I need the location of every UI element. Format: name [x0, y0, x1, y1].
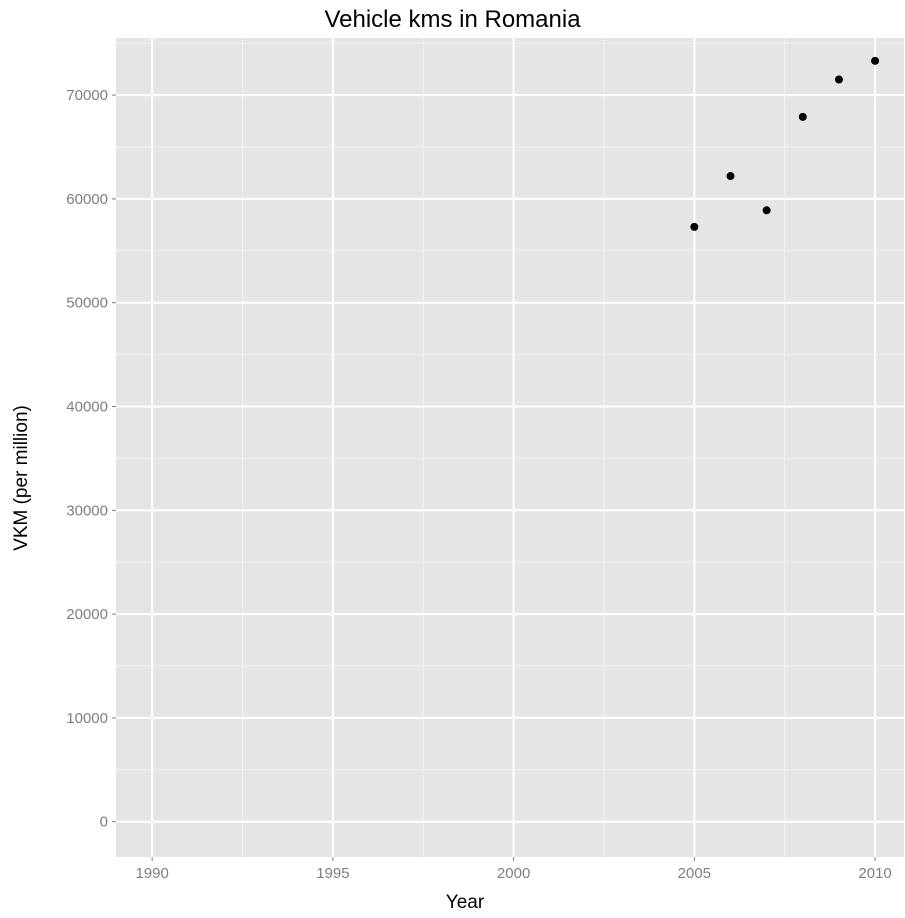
major-gridlines [116, 38, 904, 857]
y-tick-label: 20000 [66, 606, 108, 623]
x-tick-label: 2000 [497, 865, 530, 882]
x-tick-label: 1995 [316, 865, 349, 882]
y-tick-label: 10000 [66, 710, 108, 727]
chart-title: Vehicle kms in Romania [324, 6, 581, 33]
y-tick-label: 30000 [66, 502, 108, 519]
data-point [798, 112, 807, 121]
y-tick-label: 40000 [66, 398, 108, 415]
y-tick-label: 70000 [66, 87, 108, 104]
y-tick-label: 0 [100, 814, 108, 831]
y-tick-label: 50000 [66, 295, 108, 312]
x-tick-label: 2010 [858, 865, 891, 882]
x-axis-label: Year [445, 892, 485, 913]
data-points [690, 56, 880, 231]
y-tick-label: 60000 [66, 191, 108, 208]
data-point [690, 222, 699, 231]
x-tick-label: 1990 [135, 865, 168, 882]
minor-gridlines [116, 38, 904, 857]
data-point [834, 75, 843, 84]
data-point [762, 206, 771, 215]
plot-panel [116, 38, 904, 857]
x-axis-ticks: 1990 1995 2000 2005 2010 [135, 857, 892, 882]
data-point [726, 172, 735, 181]
data-point [871, 56, 880, 65]
y-axis-ticks: 0 10000 20000 30000 40000 50000 60000 70000 [66, 87, 116, 831]
x-tick-label: 2005 [678, 865, 711, 882]
y-axis-label: VKM (per million) [11, 405, 32, 551]
